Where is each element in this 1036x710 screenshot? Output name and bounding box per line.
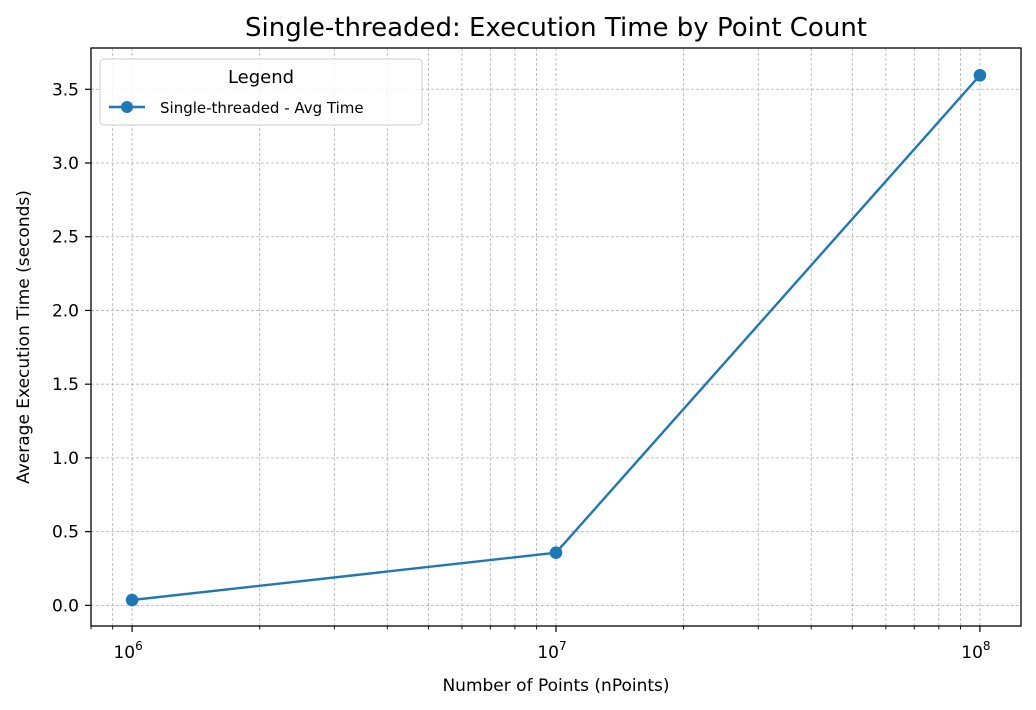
y-tick-label: 2.0 — [52, 301, 79, 321]
grid — [90, 48, 1021, 626]
legend-title: Legend — [228, 67, 294, 88]
data-point — [973, 68, 987, 82]
x-tick-label: 107 — [537, 639, 566, 663]
y-tick-label: 2.5 — [52, 228, 79, 248]
data-point — [125, 593, 139, 607]
y-tick-label: 0.0 — [52, 596, 79, 616]
legend-marker-swatch — [121, 101, 133, 113]
chart-title: Single-threaded: Execution Time by Point… — [245, 13, 867, 43]
axis-ticks: 106 107 108 0.0 0.5 1.0 1.5 2.0 2.5 3.0 3.5 — [52, 80, 991, 663]
x-tick-label: 108 — [961, 639, 990, 663]
y-tick-label: 0.5 — [52, 523, 79, 543]
legend-entry-label: Single-threaded - Avg Time — [160, 99, 364, 117]
y-tick-label: 1.0 — [52, 449, 79, 469]
y-tick-label: 3.0 — [52, 154, 79, 174]
y-tick-label: 1.5 — [52, 375, 79, 395]
y-axis-label: Average Execution Time (seconds) — [14, 190, 34, 484]
y-tick-label: 3.5 — [52, 80, 79, 100]
legend-box — [99, 58, 423, 126]
x-axis-label: Number of Points (nPoints) — [442, 676, 669, 696]
legend: Legend Single-threaded - Avg Time — [99, 58, 423, 126]
data-point — [549, 546, 563, 560]
x-tick-label: 106 — [113, 639, 142, 663]
series-layer — [125, 68, 987, 607]
